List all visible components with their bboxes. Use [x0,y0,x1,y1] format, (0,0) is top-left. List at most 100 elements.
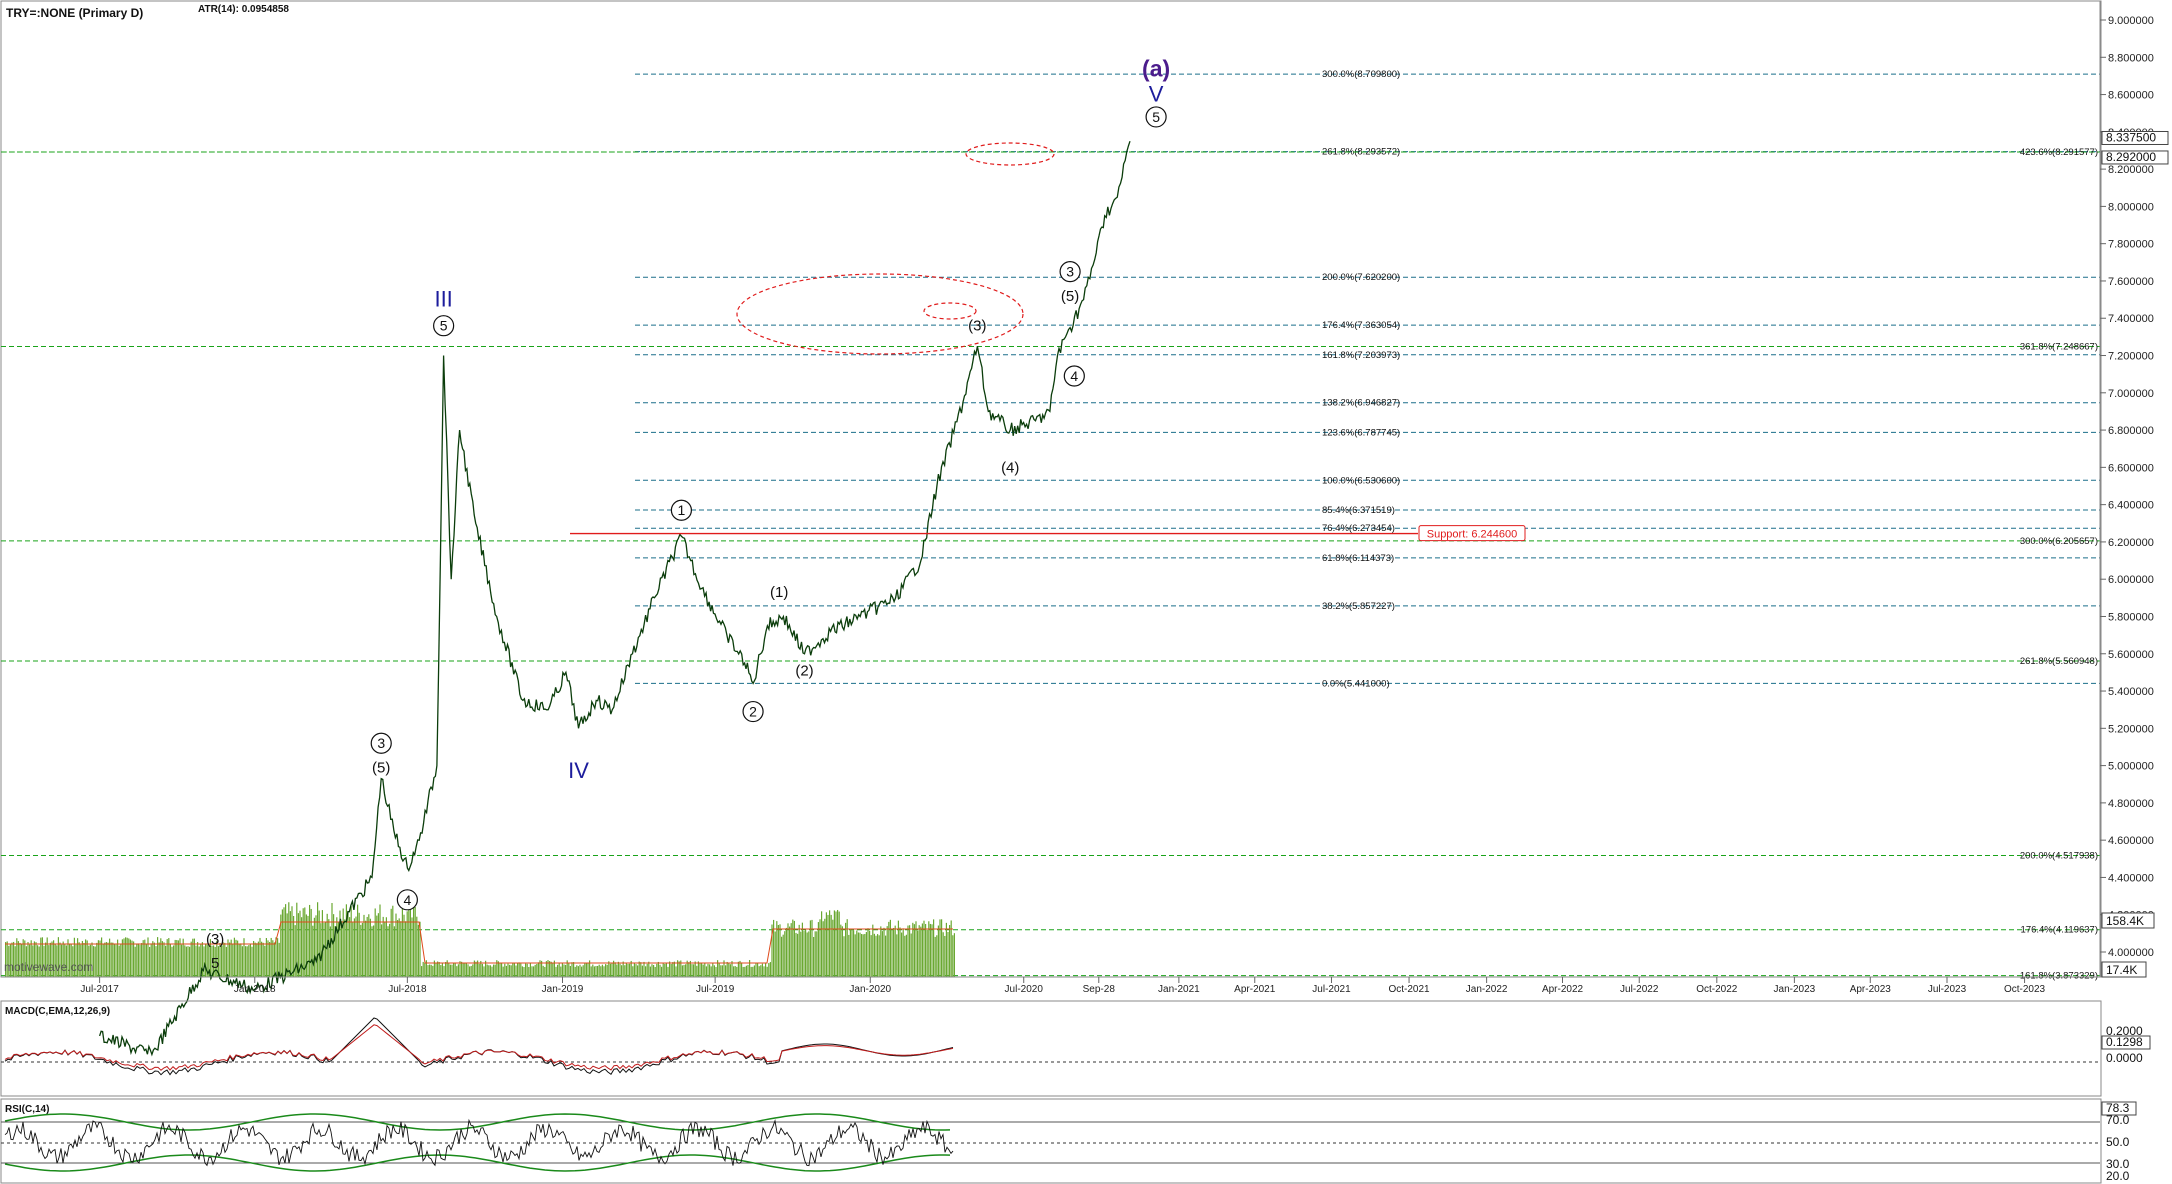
volume-bar [174,939,176,977]
volume-bar [896,934,898,977]
volume-bar [347,912,349,977]
wave-circle [1063,365,1085,387]
volume-bar [262,942,264,977]
wave-label-plain: (4) [1001,459,1019,476]
price-panel[interactable]: 300.0%(8.709800)261.8%(8.293572)200.0%(7… [0,0,2169,1057]
volume-bar [809,920,811,977]
wave-label-blue: V [1149,82,1164,107]
volume-bar [737,961,739,977]
volume-bar [784,931,786,977]
volume-bar [363,914,365,977]
fib-extension-label: 261.8%(5.560948) [2020,656,2098,667]
volume-bar [509,964,511,977]
volume-bar [857,932,859,977]
macd-axis-label: 0.1298 [2106,1035,2143,1049]
wave-label-plain: 5 [211,955,219,972]
volume-bar [709,964,711,977]
volume-bar [56,945,58,977]
volume-bar [873,933,875,977]
volume-bar [29,944,31,977]
volume-bar [673,961,675,977]
volume-bar [341,921,343,977]
volume-bar [763,966,765,977]
volume-bar [833,910,835,977]
volume-bar [293,915,295,977]
macd-panel[interactable]: MACD(C,EMA,12,26,9) 0.20000.1298 0.0000 [0,1000,2151,1097]
volume-bar [157,937,159,977]
volume-bar [286,913,288,977]
volume-bar [875,935,877,977]
volume-bar [813,936,815,977]
wave-label-circled: 5 [440,318,448,334]
volume-bar [422,961,424,977]
volume-bar [512,963,514,977]
volume-bar [624,965,626,977]
volume-bar [744,966,746,977]
volume-bar [139,944,141,977]
rsi-axis-label: 20.0 [2106,1169,2130,1183]
volume-bar [667,966,669,977]
y-tick-label: 5.600000 [2108,649,2154,661]
volume-bar [48,945,50,977]
volume-bar [782,934,784,977]
volume-bar [11,942,13,977]
volume-bar [160,938,162,977]
volume-bar [230,939,232,977]
volume-bar [825,912,827,977]
volume-bar [745,965,747,977]
support-line-group[interactable]: Support: 6.244600 [570,525,1526,542]
volume-bar [713,965,715,977]
wave-circle [1145,106,1167,128]
wave-label-circled: 4 [1070,368,1078,384]
volume-bar [246,946,248,977]
volume-bar [457,964,459,977]
wave-label-plain: (2) [795,663,813,680]
y-tick-label: 6.600000 [2108,462,2154,474]
volume-bar [147,937,149,977]
volume-bar [486,964,488,977]
volume-bar [272,940,274,977]
volume-bar [133,941,135,977]
volume-bars [5,902,955,977]
volume-bar [630,960,632,977]
rsi-panel[interactable]: RSI(C,14) 78.370.0 50.0 30.020.0 [0,1098,2137,1184]
volume-bar [560,966,562,977]
volume-bar [195,945,197,977]
volume-bar [141,943,143,977]
volume-bar [870,935,872,977]
volume-bar [221,945,223,977]
volume-bar [753,965,755,977]
y-tick-label: 7.400000 [2108,313,2154,325]
wave-label-plain: (5) [1061,288,1079,305]
volume-bar [171,946,173,977]
volume-bar [939,919,941,977]
volume-bar [840,924,842,977]
volume-bar [547,960,549,977]
volume-bar [352,922,354,977]
volume-bar [381,924,383,977]
volume-bar [403,914,405,977]
volume-bar [819,919,821,977]
volume-bar [37,945,39,977]
volume-bar [24,940,26,977]
volume-bar [934,936,936,977]
volume-bar [733,966,735,977]
volume-bar [878,935,880,977]
volume-bar [328,919,330,977]
x-tick-label: Oct-2022 [1696,984,1738,995]
x-tick-label: Jan-2021 [1158,984,1200,995]
volume-bar [552,963,554,977]
volume-bar [718,962,720,977]
volume-bar [318,910,320,977]
fib-label: 38.2%(5.857227) [1322,601,1395,612]
volume-bar [245,946,247,977]
volume-bar [827,914,829,977]
volume-bar [344,919,346,977]
wave-label-plain: (3) [206,931,224,948]
volume-bar [577,966,579,977]
volume-bar [925,924,927,977]
volume-bar [102,943,104,977]
volume-bar [814,931,816,977]
volume-bar [432,965,434,977]
volume-bar [478,963,480,977]
